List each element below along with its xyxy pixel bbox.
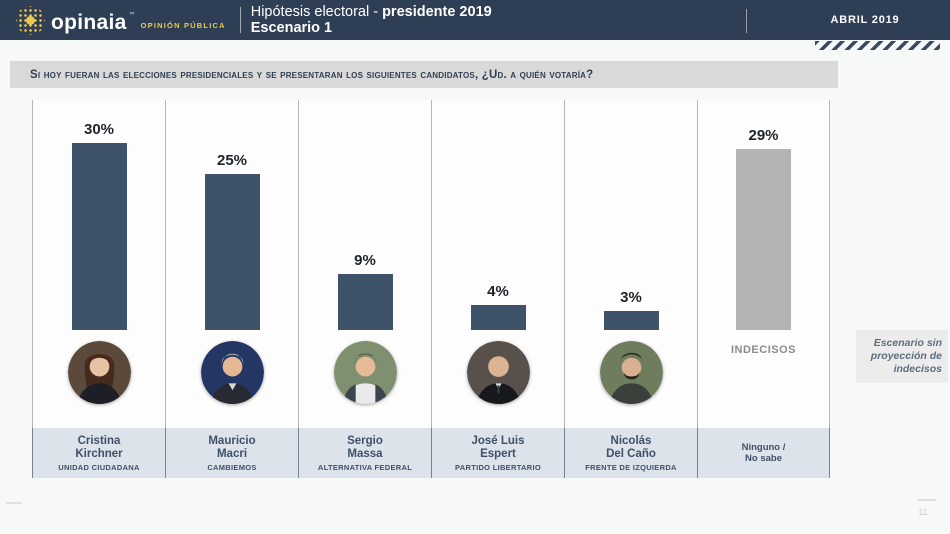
person-portrait-icon	[67, 341, 131, 404]
label-mauricio-macri: Mauricio Macri CAMBIEMOS	[165, 428, 298, 478]
photo-sergio-massa	[333, 341, 397, 404]
bar-value-label: 30%	[83, 121, 115, 138]
person-portrait-icon	[466, 341, 530, 404]
bar-cristina-kirchner	[71, 143, 127, 330]
bar-value-label: 3%	[620, 289, 642, 306]
title-divider	[239, 7, 241, 33]
question-banner: Si hoy fueran las elecciones presidencia…	[10, 61, 838, 88]
footer-dash-left	[6, 502, 22, 504]
candidate-labels-band: Cristina Kirchner UNIDAD CIUDADANA Mauri…	[32, 428, 830, 478]
label-ninguno-no-sabe: Ninguno / No sabe	[697, 428, 830, 478]
photo-nicolas-del-cano	[599, 341, 663, 404]
date-badge: ABRIL 2019	[830, 14, 900, 26]
slide-title: Hipótesis electoral - presidente 2019 Es…	[251, 4, 492, 36]
label-sergio-massa: Sergio Massa ALTERNATIVA FEDERAL	[298, 428, 431, 478]
header-bar: opinaia ™ OPINIÓN PÚBLICA Hipótesis elec…	[0, 0, 950, 40]
column-cristina-kirchner: 30%	[32, 100, 165, 428]
label-jose-luis-espert: José Luis Espert PARTIDO LIBERTARIO	[431, 428, 564, 478]
bar-value-label: 25%	[216, 152, 248, 169]
trademark-mark: ™	[128, 11, 135, 18]
avatar-area	[299, 330, 431, 428]
title-line-2: Escenario 1	[250, 20, 333, 36]
date-divider	[746, 9, 747, 33]
logo-subtitle: OPINIÓN PÚBLICA	[140, 20, 226, 30]
person-portrait-icon	[599, 341, 663, 404]
bar-mauricio-macri	[204, 174, 260, 330]
bar-value-label: 9%	[354, 252, 376, 269]
photo-mauricio-macri	[200, 341, 264, 404]
bar-area: 25%	[166, 100, 298, 330]
scenario-note: Escenario sin proyección de indecisos	[856, 330, 948, 383]
person-portrait-icon	[200, 341, 264, 404]
bar-chart: 30% 2	[32, 100, 830, 478]
bar-area: 29%	[698, 100, 829, 330]
photo-cristina-kirchner	[67, 341, 131, 404]
column-jose-luis-espert: 4%	[431, 100, 564, 428]
bar-indecisos	[736, 149, 791, 330]
bar-nicolas-del-cano	[603, 311, 659, 330]
photo-jose-luis-espert	[466, 341, 530, 404]
bar-area: 9%	[299, 100, 431, 330]
bar-value-label: 4%	[487, 283, 509, 300]
footer-dash-right	[918, 499, 936, 501]
person-portrait-icon	[333, 341, 397, 404]
chart-columns: 30% 2	[32, 100, 830, 428]
bar-sergio-massa	[337, 274, 393, 330]
avatar-area	[565, 330, 697, 428]
page-number: 11	[918, 507, 928, 517]
avatar-area	[33, 330, 165, 428]
bar-area: 30%	[33, 100, 165, 330]
column-mauricio-macri: 25%	[165, 100, 298, 428]
logo-wordmark: opinaia	[51, 10, 127, 34]
indecisos-caption-area: INDECISOS	[698, 330, 829, 428]
hatch-pattern	[815, 41, 940, 50]
indecisos-caption: INDECISOS	[730, 344, 796, 356]
label-nicolas-del-cano: Nicolás Del Caño FRENTE DE IZQUIERDA	[564, 428, 697, 478]
bar-area: 4%	[432, 100, 564, 330]
column-indecisos: 29% INDECISOS	[697, 100, 830, 428]
column-nicolas-del-cano: 3%	[564, 100, 697, 428]
label-cristina-kirchner: Cristina Kirchner UNIDAD CIUDADANA	[32, 428, 165, 478]
bar-value-label: 29%	[748, 127, 779, 144]
bar-area: 3%	[565, 100, 697, 330]
bar-jose-luis-espert	[470, 305, 526, 330]
title-line-1: Hipótesis electoral - presidente 2019	[250, 4, 492, 20]
avatar-area	[432, 330, 564, 428]
opinaia-sunburst-icon	[16, 5, 45, 35]
opinaia-logo: opinaia ™ OPINIÓN PÚBLICA	[0, 5, 226, 35]
column-sergio-massa: 9%	[298, 100, 431, 428]
avatar-area	[166, 330, 298, 428]
